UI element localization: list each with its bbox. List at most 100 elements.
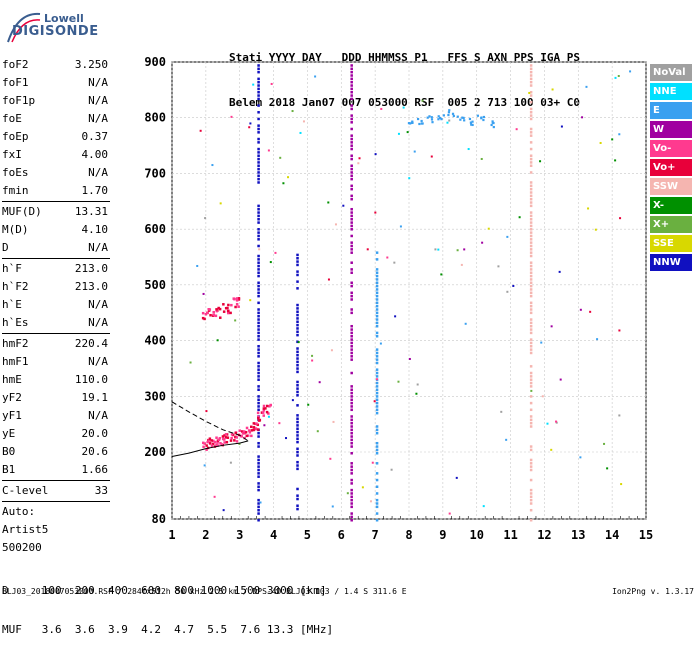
echo-point (529, 201, 533, 204)
echo-point (350, 271, 353, 274)
noise-point (619, 217, 622, 220)
param-name: D (2, 241, 9, 254)
echo-point (257, 141, 260, 144)
logo-text-lowell: Lowell (44, 12, 84, 25)
noise-point (618, 414, 621, 417)
param-name: fmin (2, 184, 29, 197)
noise-point (282, 182, 285, 185)
echo-point (296, 414, 299, 417)
echo-point (296, 320, 299, 324)
echo-point (350, 324, 353, 328)
echo-point (205, 444, 208, 447)
echo-point (375, 371, 379, 375)
echo-point (256, 411, 260, 415)
echo-point (257, 335, 260, 338)
echo-point (296, 340, 299, 344)
echo-point (529, 221, 533, 224)
echo-point (375, 331, 379, 335)
echo-point (250, 425, 253, 429)
echo-point (222, 310, 226, 313)
echo-point (296, 424, 299, 427)
param-name: yF1 (2, 409, 22, 422)
noise-point (413, 150, 416, 153)
noise-point (480, 157, 483, 160)
echo-point (529, 77, 533, 81)
distance-row: D 100 200 400 600 800 1000 1500 3000 [km… (2, 584, 327, 597)
echo-point (221, 435, 225, 438)
echo-point (250, 429, 254, 432)
noise-point (263, 424, 266, 427)
param-value: 20.6 (81, 445, 109, 458)
echo-point (350, 358, 353, 361)
echo-point (350, 281, 353, 285)
echo-point (350, 395, 353, 398)
echo-point (350, 107, 353, 111)
echo-point (375, 278, 379, 281)
echo-point (409, 122, 412, 125)
echo-point (529, 341, 533, 345)
echo-point (257, 127, 260, 131)
echo-point (529, 154, 533, 157)
noise-point (229, 461, 232, 464)
echo-point (235, 440, 239, 443)
noise-point (329, 457, 332, 460)
echo-point (350, 97, 353, 101)
param-row: D N/A (2, 239, 110, 257)
echo-point (529, 164, 533, 168)
echo-point (296, 417, 299, 420)
noise-point (285, 437, 288, 440)
echo-point (350, 164, 353, 168)
echo-point (248, 431, 252, 434)
noise-point (408, 177, 411, 180)
echo-point (529, 418, 533, 422)
echo-point (529, 191, 533, 194)
echo-point (437, 115, 440, 118)
noise-point (421, 99, 424, 102)
echo-point (257, 338, 260, 341)
noise-point (618, 329, 621, 332)
echo-point (350, 184, 353, 188)
echo-point (257, 395, 260, 398)
echo-point (257, 174, 260, 178)
echo-point (529, 281, 533, 285)
noise-point (202, 292, 205, 295)
echo-point (257, 204, 260, 208)
echo-point (375, 408, 379, 412)
echo-point (257, 271, 260, 274)
echo-point (255, 422, 258, 425)
echo-point (375, 452, 379, 455)
echo-point (258, 419, 261, 422)
echo-point (223, 434, 226, 437)
param-row: M(D) 4.10 (2, 221, 110, 239)
echo-point (226, 309, 230, 313)
echo-point (529, 318, 533, 321)
echo-point (267, 412, 270, 415)
echo-point (296, 404, 299, 407)
echo-point (257, 505, 260, 509)
echo-point (350, 478, 353, 482)
noise-point (211, 164, 214, 167)
echo-point (350, 505, 353, 509)
echo-point (375, 448, 379, 452)
param-name: B1 (2, 463, 16, 476)
echo-point (257, 167, 260, 171)
param-value: N/A (88, 166, 108, 179)
echo-point (217, 438, 221, 441)
echo-point (350, 70, 353, 74)
echo-point (426, 116, 429, 119)
echo-point (350, 207, 353, 211)
noise-point (482, 505, 485, 508)
echo-point (257, 154, 260, 157)
echo-point (240, 430, 244, 433)
echo-point (225, 440, 229, 444)
echo-point (490, 123, 493, 127)
echo-point (235, 297, 239, 300)
echo-point (296, 353, 299, 357)
echo-point (203, 317, 206, 321)
echo-point (529, 304, 533, 308)
noise-point (446, 121, 449, 124)
echo-point (350, 117, 353, 121)
echo-point (529, 134, 533, 137)
echo-point (257, 455, 260, 458)
noise-point (515, 128, 518, 131)
